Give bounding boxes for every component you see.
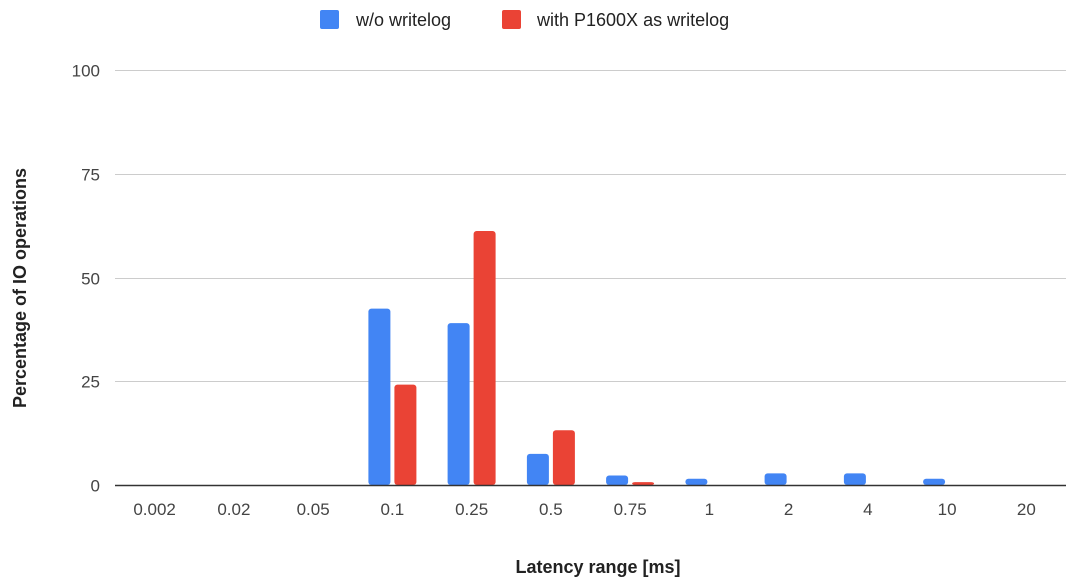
legend-swatch-series-1 (502, 10, 521, 29)
legend-swatch-series-0 (320, 10, 339, 29)
x-tick-label: 0.25 (455, 500, 488, 519)
x-tick-label: 0.1 (381, 500, 405, 519)
x-tick-label: 2 (784, 500, 793, 519)
x-tick-label: 0.05 (297, 500, 330, 519)
bar-series-0 (368, 308, 391, 485)
bar-series-1 (394, 384, 417, 485)
legend-item-series-0: w/o writelog (320, 10, 451, 30)
bar-series-0 (526, 453, 549, 485)
gridlines (115, 70, 1066, 382)
x-tick-label: 10 (938, 500, 957, 519)
x-axis-tick-labels: 0.002 0.02 0.05 0.1 0.25 0.5 0.75 1 2 4 10 20 (133, 500, 1035, 519)
bar-series-1 (552, 430, 575, 485)
x-tick-label: 1 (705, 500, 714, 519)
bar-series-0 (764, 473, 787, 485)
legend-item-series-1: with P1600X as writelog (502, 10, 729, 30)
bar-series-0 (843, 473, 866, 485)
y-tick-label: 50 (81, 270, 100, 289)
bar-series-0 (685, 478, 708, 485)
bar-series-0 (606, 475, 629, 485)
bar-series-0 (923, 478, 946, 485)
x-tick-label: 0.75 (614, 500, 647, 519)
bar-series-1 (632, 482, 655, 485)
x-tick-label: 4 (863, 500, 872, 519)
x-tick-label: 0.02 (217, 500, 250, 519)
y-tick-label: 100 (72, 62, 100, 81)
bars (368, 231, 946, 485)
y-tick-label: 0 (91, 477, 100, 496)
x-axis-title: Latency range [ms] (515, 557, 680, 577)
x-tick-label: 20 (1017, 500, 1036, 519)
y-axis-tick-labels: 0 25 50 75 100 (72, 62, 100, 496)
x-tick-label: 0.5 (539, 500, 563, 519)
y-tick-label: 75 (81, 166, 100, 185)
bar-series-1 (473, 231, 496, 485)
legend-label-series-1: with P1600X as writelog (536, 10, 729, 30)
bar-series-0 (447, 323, 470, 485)
legend: w/o writelog with P1600X as writelog (320, 10, 729, 30)
y-tick-label: 25 (81, 373, 100, 392)
x-tick-label: 0.002 (133, 500, 176, 519)
legend-label-series-0: w/o writelog (355, 10, 451, 30)
y-axis-title: Percentage of IO operations (10, 168, 30, 408)
